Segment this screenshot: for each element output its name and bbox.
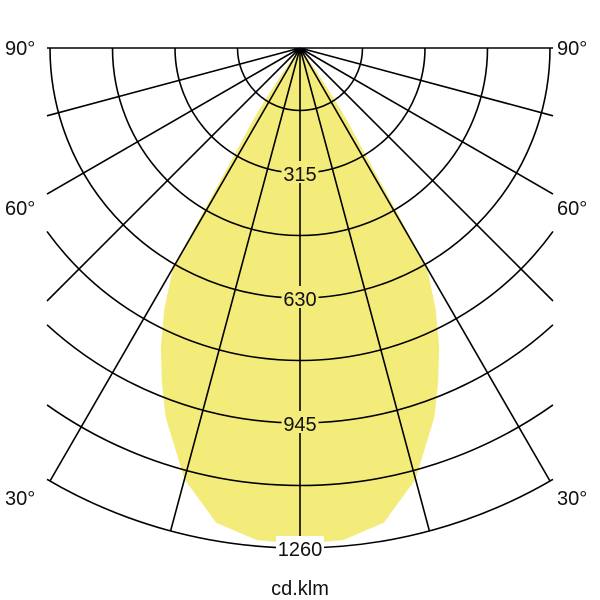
- angle-grid-spoke: [299, 47, 551, 482]
- angle-grid-spoke: [46, 47, 301, 195]
- angle-grid-spoke: [299, 47, 431, 532]
- tick-label-bg: [281, 411, 319, 433]
- angle-grid-spoke: [46, 47, 301, 302]
- radial-tick-label: 630: [283, 289, 316, 311]
- tick-label-bg: [281, 286, 319, 308]
- unit-label: cd.klm: [271, 578, 329, 600]
- angle-grid-spoke: [299, 47, 554, 117]
- angle-label-right-60: 60°: [557, 198, 587, 220]
- angle-grid-spoke: [299, 47, 554, 302]
- radial-tick-label: 315: [283, 164, 316, 186]
- tick-label-bg: [276, 536, 324, 558]
- angle-grid-spoke: [46, 47, 301, 117]
- angle-label-left-30: 30°: [5, 488, 35, 510]
- angle-grid-spoke: [49, 47, 301, 482]
- angle-label-left-90: 90°: [5, 38, 35, 60]
- angle-grid-spoke: [299, 47, 554, 195]
- angle-label-right-30: 30°: [557, 488, 587, 510]
- radial-tick-label: 1260: [278, 539, 323, 561]
- angle-label-left-60: 60°: [5, 198, 35, 220]
- angle-grid-spoke: [169, 47, 301, 532]
- tick-label-bg: [281, 161, 319, 183]
- radial-tick-label: 945: [283, 414, 316, 436]
- angle-label-right-90: 90°: [557, 38, 587, 60]
